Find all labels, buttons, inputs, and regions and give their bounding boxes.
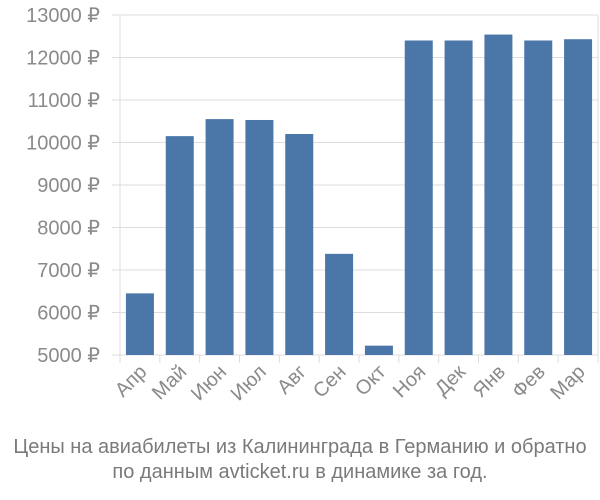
bar-3	[205, 119, 234, 355]
y-tick-label: 8000 ₽	[37, 218, 100, 240]
y-tick-label: 11000 ₽	[28, 90, 101, 112]
x-tick-label: Авг	[273, 361, 311, 399]
bar-1	[125, 293, 154, 355]
x-tick-label: Июн	[187, 361, 231, 405]
x-tick-label: Окт	[351, 361, 390, 400]
bar-11	[524, 40, 553, 355]
bar-9	[444, 40, 473, 355]
x-tick-label: Дек	[431, 361, 470, 400]
bar-6	[325, 253, 354, 355]
bar-5	[285, 134, 314, 355]
x-tick-label: Янв	[469, 361, 510, 402]
bar-4	[245, 119, 274, 355]
y-tick-label: 9000 ₽	[37, 175, 100, 197]
y-tick-label: 7000 ₽	[37, 260, 100, 282]
bar-12	[564, 39, 593, 355]
caption-line-1: Цены на авиабилеты из Калининграда в Гер…	[13, 436, 587, 458]
bar-2	[165, 136, 194, 355]
y-tick-label: 10000 ₽	[26, 133, 100, 155]
bars	[125, 34, 593, 356]
bar-10	[484, 34, 513, 356]
y-tick-label: 13000 ₽	[26, 5, 100, 27]
y-tick-label: 5000 ₽	[37, 345, 100, 367]
y-axis: 5000 ₽ 6000 ₽ 7000 ₽ 8000 ₽ 9000 ₽ 10000 ₽ 110…	[26, 5, 100, 367]
x-tick-label: Ноя	[389, 361, 430, 402]
x-tick-label: Апр	[111, 361, 152, 402]
x-tick-label: Май	[148, 361, 191, 404]
x-tick-label: Фев	[508, 361, 550, 403]
caption-line-2: по данным avticket.ru в динамике за год.	[112, 461, 488, 483]
bar-8	[404, 40, 433, 355]
y-tick-label: 12000 ₽	[26, 48, 100, 70]
y-tick-label: 6000 ₽	[37, 303, 100, 325]
bar-7	[364, 345, 393, 355]
x-tick-label: Мар	[546, 361, 589, 404]
x-tick-label: Июл	[227, 361, 271, 405]
x-tick-label: Сен	[309, 361, 350, 402]
